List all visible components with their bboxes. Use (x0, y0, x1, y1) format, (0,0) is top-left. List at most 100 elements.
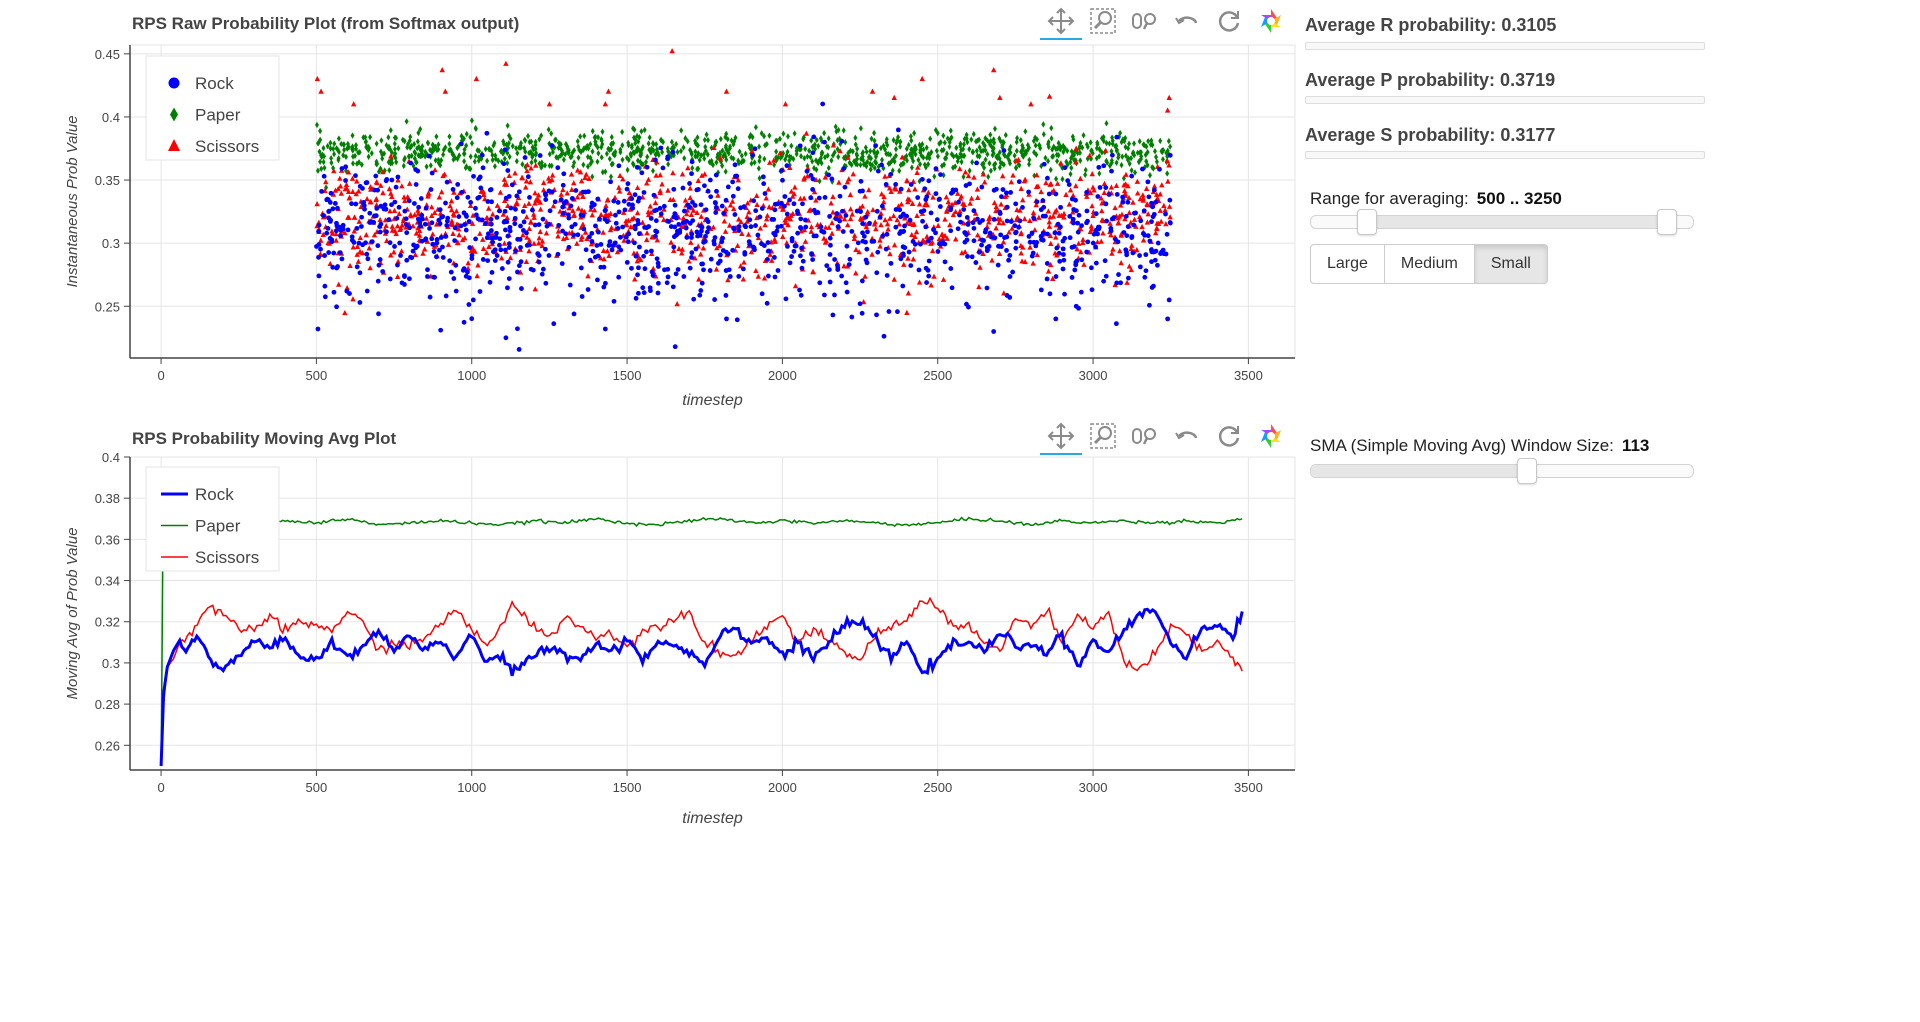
data-point-rock (1140, 166, 1145, 172)
data-point-paper (906, 141, 911, 149)
bokeh-logo-icon[interactable] (1250, 419, 1292, 453)
data-point-paper (561, 156, 566, 163)
data-point-paper (609, 140, 614, 148)
size-button-large[interactable]: Large (1310, 244, 1385, 284)
data-point-rock (1108, 225, 1114, 231)
data-point-rock (319, 188, 325, 194)
data-point-paper (423, 148, 428, 156)
data-point-scissors (847, 191, 854, 198)
data-point-paper (1056, 139, 1061, 147)
data-point-rock (549, 143, 555, 148)
data-point-paper (723, 168, 728, 175)
wheel-zoom-icon[interactable] (1124, 4, 1166, 38)
data-point-scissors (421, 246, 428, 252)
data-point-rock (612, 240, 618, 246)
undo-icon[interactable] (1166, 419, 1208, 453)
data-point-rock (447, 258, 453, 264)
range-slider-start-handle[interactable] (1356, 209, 1377, 235)
data-point-paper (757, 153, 762, 161)
data-point-scissors (909, 231, 915, 238)
data-point-scissors (1017, 207, 1023, 213)
data-point-scissors (780, 206, 787, 212)
pan-icon[interactable] (1040, 419, 1082, 455)
data-point-paper (647, 134, 652, 141)
data-point-rock (730, 193, 736, 199)
data-point-paper (473, 124, 478, 132)
line-chart[interactable]: 0 500 1000 1500 2000 2500 3000 35000.260.280.30… (0, 415, 1300, 835)
data-point-rock (544, 223, 550, 229)
data-point-scissors (1153, 191, 1160, 197)
data-point-paper (809, 137, 814, 144)
data-point-rock (736, 224, 742, 230)
x-tick-label: 1500 (613, 780, 642, 795)
data-point-rock (665, 274, 671, 280)
data-point-rock (356, 240, 362, 246)
data-point-paper (787, 157, 792, 164)
data-point-rock (771, 230, 777, 236)
data-point-rock (864, 246, 870, 252)
data-point-rock (826, 267, 832, 273)
sma-slider[interactable] (1310, 458, 1694, 484)
data-point-paper (909, 146, 914, 153)
data-point-rock (532, 222, 538, 228)
data-point-rock (1043, 213, 1048, 219)
data-point-scissors (1010, 172, 1016, 178)
data-point-paper (904, 152, 909, 160)
sma-slider-handle[interactable] (1516, 458, 1537, 484)
data-point-rock (376, 262, 382, 268)
data-point-paper (1007, 160, 1012, 167)
range-slider-end-handle[interactable] (1656, 209, 1677, 235)
data-point-scissors (336, 281, 342, 287)
undo-icon[interactable] (1166, 4, 1208, 38)
data-point-scissors (844, 222, 851, 228)
data-point-scissors (657, 189, 663, 196)
data-point-paper (646, 140, 651, 147)
data-point-scissors (828, 200, 834, 206)
bokeh-logo-icon[interactable] (1250, 4, 1292, 38)
data-point-paper (714, 138, 719, 146)
size-button-small[interactable]: Small (1474, 244, 1548, 284)
data-point-rock (1044, 276, 1050, 282)
pan-icon[interactable] (1040, 4, 1082, 40)
data-point-paper (556, 139, 561, 147)
box-zoom-icon[interactable] (1082, 4, 1124, 38)
data-point-scissors (890, 212, 897, 219)
data-point-paper (898, 139, 903, 146)
reset-icon[interactable] (1208, 419, 1250, 453)
data-point-rock (1062, 291, 1067, 297)
data-point-rock (725, 184, 731, 190)
wheel-zoom-icon[interactable] (1124, 419, 1166, 453)
data-point-rock (589, 200, 595, 206)
data-point-paper (1050, 153, 1055, 160)
data-point-rock (469, 316, 475, 322)
data-point-rock (1070, 220, 1076, 226)
data-point-scissors (563, 234, 570, 241)
box-zoom-icon[interactable] (1082, 419, 1124, 453)
data-point-paper (983, 135, 988, 142)
reset-icon[interactable] (1208, 4, 1250, 38)
data-point-rock (1167, 197, 1173, 203)
data-point-rock (1000, 187, 1006, 192)
data-point-rock (655, 264, 661, 269)
data-point-paper (639, 146, 644, 153)
scatter-chart[interactable]: 0 500 1000 1500 2000 2500 3000 35000.250.30.350… (0, 0, 1300, 415)
data-point-rock (755, 232, 761, 238)
data-point-paper (756, 165, 761, 172)
data-point-rock (672, 202, 678, 208)
data-point-scissors (393, 230, 399, 237)
data-point-rock (613, 220, 619, 226)
data-point-paper (721, 153, 726, 160)
data-point-rock (1062, 165, 1068, 171)
data-point-rock (797, 143, 803, 149)
data-point-rock (664, 280, 670, 286)
data-point-paper (467, 165, 472, 172)
size-button-medium[interactable]: Medium (1384, 244, 1475, 284)
data-point-scissors (564, 190, 570, 196)
range-slider[interactable] (1310, 209, 1694, 235)
data-point-rock (334, 304, 339, 310)
data-point-paper (731, 155, 736, 162)
data-point-scissors (785, 222, 791, 228)
data-point-rock (480, 165, 486, 171)
data-point-rock (751, 198, 757, 204)
data-point-paper (620, 156, 625, 163)
